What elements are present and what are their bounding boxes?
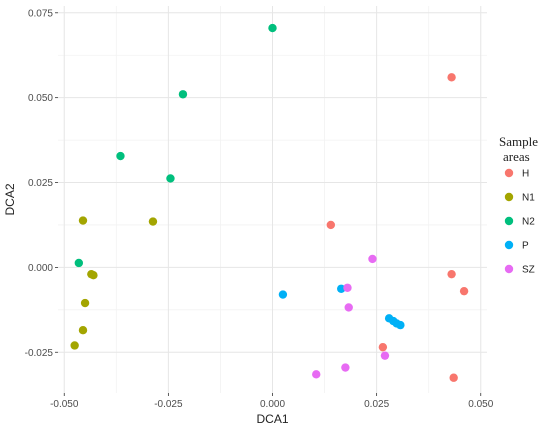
grid-layer [58,6,487,393]
point-n1 [148,217,158,226]
point-sz [380,351,390,360]
point-n2 [166,174,175,183]
x-axis-title: DCA1 [256,412,288,426]
legend-key-n1 [504,192,514,202]
point-sz [341,363,350,372]
point-h [449,373,458,382]
point-n1 [78,216,88,225]
y-tick-label: 0.025 [28,178,53,189]
x-tick-label: 0.025 [364,399,389,410]
point-p [396,320,405,330]
legend-label-n1: N1 [522,193,535,204]
points-layer [70,23,469,382]
point-h [326,220,336,230]
legend-key-h [504,168,514,178]
point-n1 [89,271,98,280]
point-h [447,269,456,279]
point-sz [343,283,352,292]
x-tick-label: -0.050 [50,399,79,410]
point-h [459,286,469,296]
point-p [337,284,346,293]
point-p [278,290,288,299]
axes-layer: -0.050 -0.025 0.000 0.025 0.050 -0.025 0.000 0.… [25,8,494,410]
legend-label-n2: N2 [522,217,535,228]
x-tick-label: 0.000 [260,399,285,410]
point-n2 [74,258,84,268]
legend-title: Sample areas [499,134,538,164]
point-n1 [78,325,88,335]
y-tick-label: 0.000 [28,263,53,274]
point-h [378,342,388,352]
point-n1 [70,341,79,350]
y-tick-label: 0.050 [28,93,53,104]
legend-label-h: H [522,169,529,180]
point-sz [368,254,377,264]
point-n2 [268,23,277,33]
legend: Sample areas H N1 N2 P SZ [499,134,538,276]
x-tick-label: -0.025 [154,399,183,410]
point-h [447,73,456,82]
y-tick-label: -0.025 [25,348,54,359]
y-tick-label: 0.075 [28,8,53,19]
x-tick-label: 0.050 [468,399,493,410]
point-sz [312,370,321,379]
legend-label-sz: SZ [522,265,535,276]
legend-key-p [504,240,514,250]
point-n2 [116,151,125,161]
point-n1 [80,298,90,308]
legend-key-n2 [504,216,514,226]
point-sz [344,303,353,312]
legend-key-sz [504,264,514,274]
point-n2 [178,90,188,99]
y-axis-title: DCA2 [3,183,17,215]
legend-label-p: P [522,241,529,252]
